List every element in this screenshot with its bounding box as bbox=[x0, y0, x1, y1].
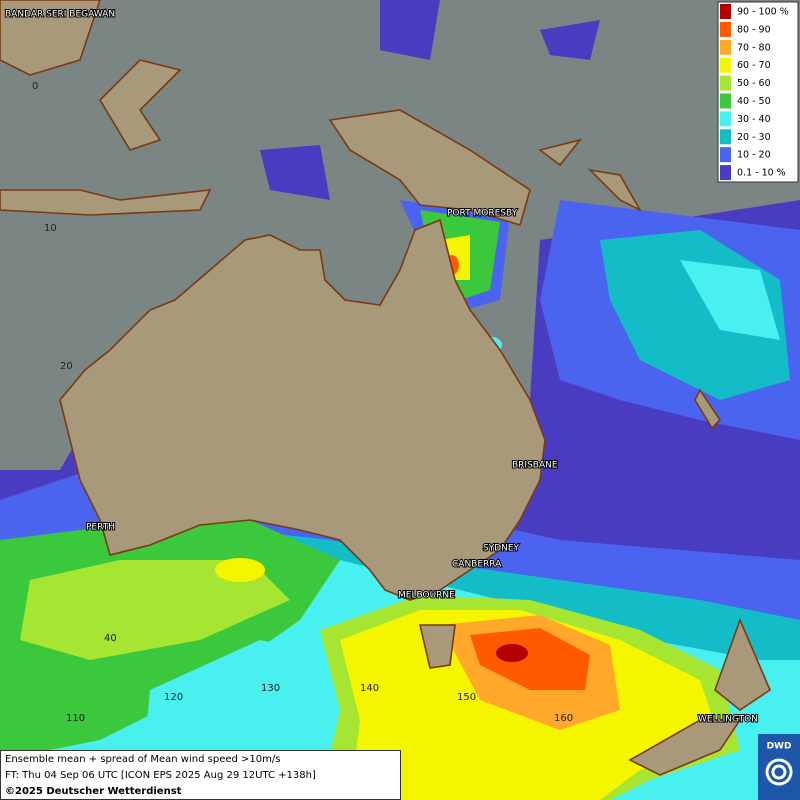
place-label: BANDAR SERI BEGAWAN bbox=[5, 10, 115, 20]
graticule-labels: 0 10 20 40 110 120 130 140 150 160 bbox=[32, 81, 573, 724]
footer-line: Ensemble mean + spread of Mean wind spee… bbox=[5, 754, 280, 765]
place-label: PORT MORESBY bbox=[447, 209, 518, 219]
longitude-label: 140 bbox=[360, 683, 379, 694]
legend-label: 60 - 70 bbox=[737, 60, 771, 71]
latitude-label: 20 bbox=[60, 361, 73, 372]
legend-label: 70 - 80 bbox=[737, 42, 771, 53]
logo-swirl bbox=[765, 758, 793, 786]
latitude-label: 10 bbox=[44, 223, 57, 234]
logo-text: DWD bbox=[767, 742, 792, 752]
legend-swatch bbox=[720, 165, 731, 181]
place-label: MELBOURNE bbox=[398, 591, 455, 601]
legend-swatch bbox=[720, 4, 731, 19]
legend: 90 - 100 % 80 - 90 70 - 80 60 - 70 50 - 60 40… bbox=[717, 1, 799, 183]
legend-label: 50 - 60 bbox=[737, 78, 771, 89]
land bbox=[0, 0, 771, 776]
longitude-label: 160 bbox=[554, 713, 573, 724]
longitude-label: 150 bbox=[457, 692, 476, 703]
longitude-label: 120 bbox=[164, 692, 183, 703]
latitude-label: 40 bbox=[104, 633, 117, 644]
legend-swatch bbox=[720, 75, 731, 91]
footer-box bbox=[0, 750, 401, 800]
place-label: SYDNEY bbox=[483, 544, 520, 554]
place-label: WELLINGTON bbox=[698, 715, 758, 725]
footer-line: FT: Thu 04 Sep 06 UTC [ICON EPS 2025 Aug… bbox=[5, 770, 316, 781]
footer: Ensemble mean + spread of Mean wind spee… bbox=[0, 750, 401, 800]
legend-swatch bbox=[720, 93, 731, 109]
legend-label: 30 - 40 bbox=[737, 114, 771, 125]
legend-label: 80 - 90 bbox=[737, 24, 771, 35]
legend-label: 40 - 50 bbox=[737, 96, 771, 107]
legend-swatch bbox=[720, 129, 731, 145]
places: BANDAR SERI BEGAWAN PORT MORESBY BRISBAN… bbox=[4, 9, 759, 726]
longitude-label: 110 bbox=[66, 713, 85, 724]
legend-label: 0.1 - 10 % bbox=[737, 168, 786, 179]
footer-line: ©2025 Deutscher Wetterdienst bbox=[5, 786, 182, 797]
legend-label: 20 - 30 bbox=[737, 132, 771, 143]
legend-label: 10 - 20 bbox=[737, 150, 771, 161]
place-label: PERTH bbox=[86, 523, 115, 533]
legend-swatch bbox=[720, 111, 731, 127]
legend-label: 90 - 100 % bbox=[737, 7, 789, 18]
place-label: BRISBANE bbox=[512, 461, 558, 471]
legend-swatch bbox=[720, 21, 731, 37]
legend-swatch bbox=[720, 147, 731, 163]
legend-swatch bbox=[720, 57, 731, 73]
legend-swatch bbox=[720, 39, 731, 55]
latitude-label: 0 bbox=[32, 81, 38, 92]
longitude-label: 130 bbox=[261, 683, 280, 694]
legend-box bbox=[717, 1, 799, 183]
logo: DWD bbox=[758, 734, 800, 800]
place-label: CANBERRA bbox=[452, 560, 502, 570]
